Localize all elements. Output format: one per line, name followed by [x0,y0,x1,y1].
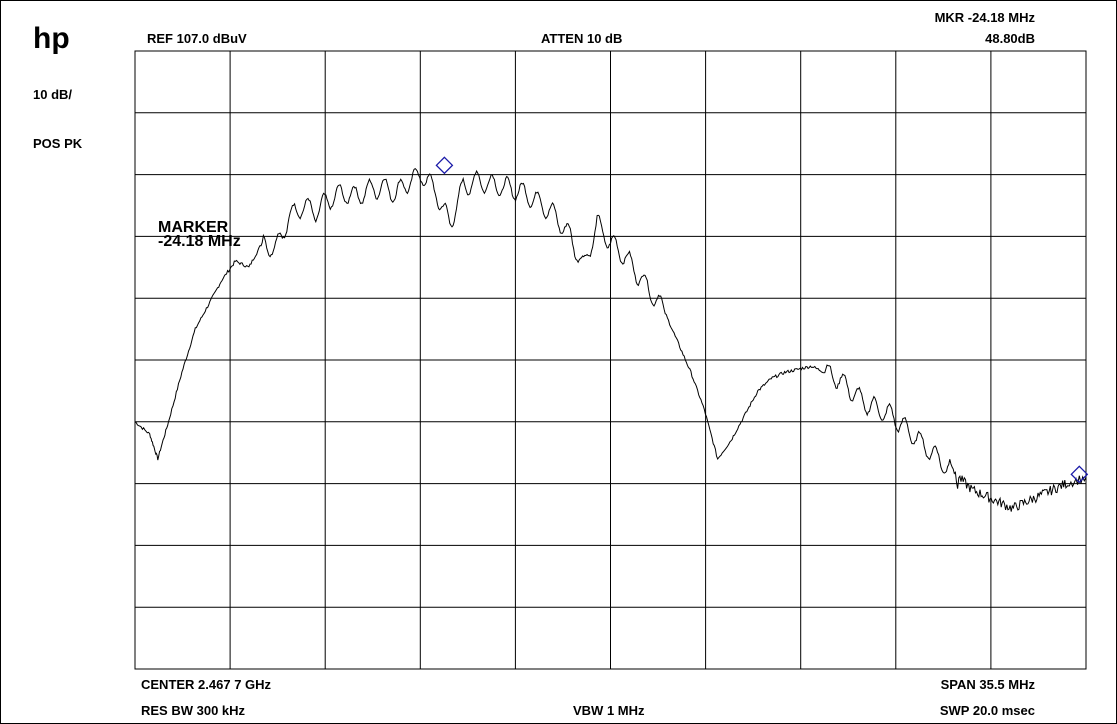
attenuation-label: ATTEN 10 dB [541,31,623,46]
marker-diamond-icon-1 [435,156,454,175]
marker-frequency-readout: MKR -24.18 MHz [934,10,1035,25]
center-frequency-label: CENTER 2.467 7 GHz [141,677,272,692]
marker-diamond-icon-2 [1070,465,1089,484]
marker-annotation-line2: -24.18 MHz [158,233,241,250]
video-bandwidth-label: VBW 1 MHz [573,703,645,718]
hp-logo: hp [33,22,70,55]
graticule [134,50,1087,670]
scale-label: 10 dB/ [33,87,73,102]
detector-label: POS PK [33,136,83,151]
marker-layer [435,156,1089,484]
span-label: SPAN 35.5 MHz [940,677,1035,692]
marker-level-readout: 48.80dB [985,31,1035,46]
ref-level-label: REF 107.0 dBuV [147,31,247,46]
resolution-bandwidth-label: RES BW 300 kHz [141,703,246,718]
sweep-time-label: SWP 20.0 msec [939,703,1035,718]
spectrum-trace [134,167,1087,512]
marker-annotation-line1: MARKER [158,219,229,236]
